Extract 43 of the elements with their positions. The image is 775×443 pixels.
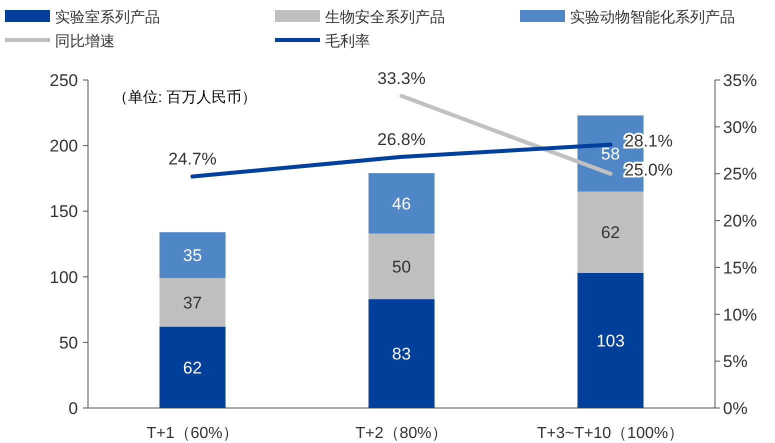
legend-label: 同比增速	[55, 33, 115, 50]
data-label: 83	[392, 344, 411, 364]
legend-label: 实验动物智能化系列产品	[570, 9, 735, 26]
data-label: 24.7%	[168, 150, 217, 169]
bar	[368, 173, 434, 234]
y2-tick-label: 25%	[723, 164, 758, 184]
y-tick-label: 50	[59, 333, 78, 352]
bar	[160, 278, 226, 327]
y2-tick-label: 5%	[723, 352, 748, 372]
y2-tick-label: 35%	[723, 71, 758, 90]
bar	[368, 234, 434, 300]
annotation: （单位: 百万人民币）	[113, 89, 256, 106]
y2-tick-label: 10%	[723, 305, 758, 324]
legend-label: 实验室系列产品	[55, 9, 160, 26]
y-tick-label: 250	[50, 71, 78, 90]
data-label: 62	[183, 358, 202, 378]
y-tick-label: 0	[68, 399, 78, 418]
y-tick-label: 150	[50, 202, 78, 222]
y2-tick-label: 0%	[723, 399, 748, 418]
bar	[578, 192, 644, 273]
data-label: 46	[392, 194, 411, 214]
bar	[160, 326, 226, 408]
y2-tick-label: 15%	[723, 258, 758, 278]
data-label: 33.3%	[377, 68, 426, 88]
legend-label: 毛利率	[325, 33, 370, 50]
bar	[160, 232, 226, 278]
bar	[578, 272, 644, 408]
y-tick-label: 200	[50, 136, 78, 156]
data-label: 58	[601, 144, 620, 164]
data-label: 62	[601, 223, 620, 242]
data-label: 50	[392, 257, 411, 276]
data-label: 35	[183, 246, 202, 266]
y2-tick-label: 30%	[723, 118, 758, 137]
x-tick-label: T+1（60%）	[146, 425, 239, 442]
x-tick-label: T+2（80%）	[355, 425, 448, 442]
data-label: 37	[183, 293, 202, 312]
y-tick-label: 100	[50, 268, 78, 287]
y2-tick-label: 20%	[723, 212, 758, 231]
data-label: 103	[596, 331, 625, 350]
legend-label: 生物安全系列产品	[325, 9, 445, 26]
data-label: 26.8%	[377, 130, 426, 149]
bar	[368, 299, 434, 408]
x-tick-label: T+3~T+10（100%）	[536, 425, 684, 442]
